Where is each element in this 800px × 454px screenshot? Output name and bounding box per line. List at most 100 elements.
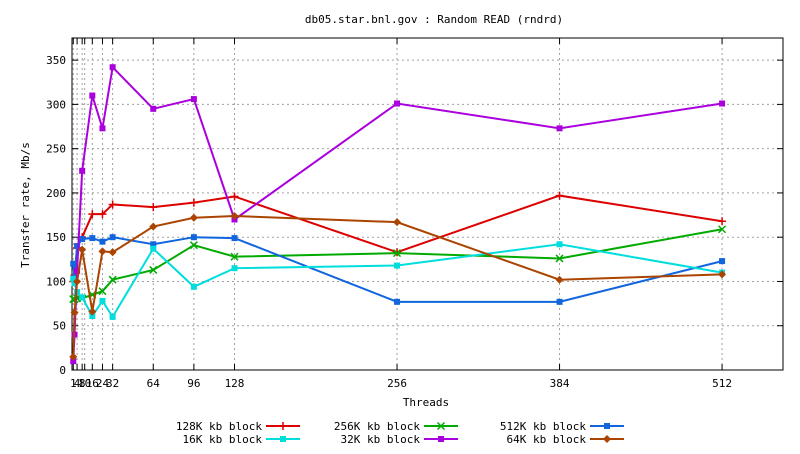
legend-item: 16K kb block [183,433,300,446]
chart-title: db05.star.bnl.gov : Random READ (rndrd) [305,13,563,26]
legend-label: 16K kb block [183,433,263,446]
legend-marker [438,436,444,442]
x-tick-label: 256 [387,377,407,390]
data-point [149,222,158,231]
data-point [556,241,563,248]
data-point [149,265,158,274]
data-point [394,298,401,305]
data-point [555,191,564,200]
legend-label: 32K kb block [341,433,421,446]
data-point [719,100,726,107]
data-point [394,100,401,107]
grid-layer [72,38,783,370]
legend-item: 32K kb block [341,433,458,446]
legend-label: 64K kb block [507,433,587,446]
data-point [150,245,157,252]
data-point [70,275,77,282]
data-point [99,297,106,304]
x-tick-label: 16 [86,377,99,390]
legend-marker [280,436,286,442]
data-point [556,125,563,132]
data-point [190,283,197,290]
y-tick-label: 50 [53,320,66,333]
data-point [88,210,97,219]
series-line [72,194,723,282]
series-1 [69,191,727,286]
y-tick-label: 0 [59,364,66,377]
data-point [109,313,116,320]
data-point [108,275,117,284]
legend-item: 256K kb block [334,420,458,433]
data-point [149,203,158,212]
data-point [99,238,106,245]
legend-label: 256K kb block [334,420,420,433]
data-point [718,225,727,234]
data-point [190,234,197,241]
y-tick-label: 150 [46,231,66,244]
series-2 [69,225,727,304]
data-point [189,213,198,222]
data-point [718,217,727,226]
series-6 [69,211,727,361]
data-point [109,64,116,71]
data-point [71,280,78,287]
data-point [393,218,402,227]
data-point [230,252,239,261]
x-tick-label: 1 [70,377,77,390]
legend-marker [604,423,610,429]
data-point [98,210,107,219]
data-point [98,247,107,256]
x-tick-label: 96 [187,377,200,390]
y-axis-label: Transfer rate, Mb/s [19,142,32,268]
data-point [150,105,157,112]
x-tick-label: 64 [147,377,161,390]
data-point [150,241,157,248]
data-point [555,254,564,263]
legend-marker [603,435,611,443]
data-point [230,192,239,201]
data-point [74,243,81,250]
series-3 [70,234,726,305]
data-point [70,358,77,365]
legend-item: 128K kb block [176,420,300,433]
data-point [79,235,86,242]
x-tick-label: 4 [74,377,81,390]
data-point [718,270,727,279]
legend-item: 512K kb block [500,420,624,433]
series-layer [69,64,727,365]
data-point [556,298,563,305]
y-tick-label: 250 [46,143,66,156]
data-point [555,275,564,284]
data-point [89,312,96,319]
x-tick-label: 384 [550,377,570,390]
legend-marker [279,422,287,430]
legend-marker [436,421,446,431]
data-point [69,352,78,361]
series-5 [70,64,726,365]
legend-item: 64K kb block [507,433,624,446]
x-tick-label: 8 [79,377,86,390]
x-tick-label: 128 [225,377,245,390]
legend-label: 128K kb block [176,420,262,433]
data-point [109,234,116,241]
data-point [73,277,82,286]
data-point [189,198,198,207]
legend-label: 512K kb block [500,420,586,433]
data-point [719,258,726,265]
data-point [231,235,238,242]
y-tick-label: 350 [46,54,66,67]
legend: 128K kb block 256K kb block 512K kb block 1… [176,420,624,446]
data-point [88,307,97,316]
data-point [89,92,96,99]
data-point [394,262,401,269]
data-point [189,241,198,250]
data-point [99,125,106,132]
data-point [190,96,197,103]
data-point [74,267,81,274]
x-tick-label: 512 [712,377,732,390]
x-tick-label: 24 [96,377,110,390]
data-point [231,265,238,272]
x-tick-label: 32 [106,377,119,390]
